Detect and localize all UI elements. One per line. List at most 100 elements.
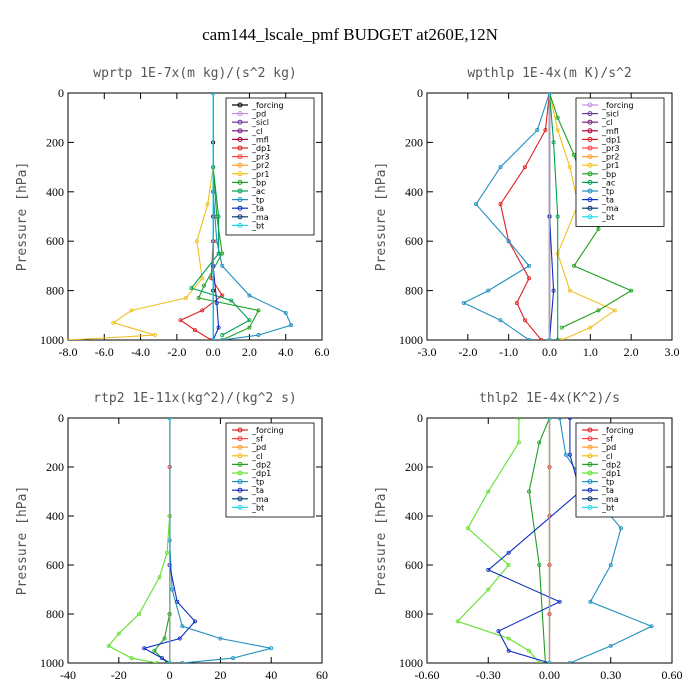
legend-marker	[237, 461, 243, 467]
legend-entry: _ma	[251, 213, 269, 222]
legend-marker	[587, 205, 593, 211]
legend-marker	[587, 102, 593, 108]
data-point	[192, 619, 197, 624]
y-tick-label: 400	[46, 509, 64, 523]
legend-marker	[587, 136, 593, 142]
legend-entry: _cl	[601, 452, 613, 461]
data-point	[189, 286, 194, 291]
legend-entry: _sf	[601, 435, 613, 444]
data-point	[465, 526, 470, 531]
data-point	[129, 656, 134, 661]
legend-marker	[587, 444, 593, 450]
legend-marker	[237, 111, 243, 117]
data-point	[559, 325, 564, 330]
legend-marker	[237, 496, 243, 502]
data-point	[178, 318, 183, 323]
data-point	[216, 325, 221, 330]
legend-marker	[237, 470, 243, 476]
data-point	[211, 93, 216, 95]
data-point	[229, 298, 234, 303]
data-point	[486, 489, 491, 494]
legend-marker	[237, 119, 243, 125]
data-point	[527, 338, 532, 340]
series-line-tp	[559, 418, 653, 663]
legend-entry: _sicl	[251, 118, 269, 127]
legend-entry: _pr2	[251, 161, 269, 170]
y-axis-label: Pressure [hPa]	[374, 486, 389, 596]
y-tick-label: 1000	[40, 656, 64, 670]
data-point	[269, 646, 274, 651]
x-tick-label: 60	[316, 668, 328, 682]
data-point	[211, 338, 216, 340]
data-point	[106, 643, 111, 648]
legend-marker	[587, 504, 593, 510]
legend-entry: _pr3	[601, 144, 619, 153]
data-point	[539, 338, 544, 340]
data-point	[247, 318, 252, 323]
y-tick-label: 400	[405, 509, 423, 523]
legend-box	[575, 97, 665, 227]
legend-entry: _sicl	[601, 110, 619, 119]
data-point	[547, 661, 552, 663]
data-point	[588, 599, 593, 604]
y-tick-label: 0	[58, 411, 64, 425]
series-line-dp2	[153, 418, 171, 663]
series-line-bp	[548, 93, 633, 329]
data-point	[154, 661, 159, 663]
data-point	[180, 624, 185, 629]
legend-marker	[237, 487, 243, 493]
x-tick-label: -0.60	[415, 668, 440, 682]
legend-entry: _ac	[251, 187, 265, 196]
legend-marker	[587, 487, 593, 493]
data-point	[527, 648, 532, 653]
series-line-bp	[197, 93, 260, 340]
data-point	[180, 661, 185, 663]
series-line-dp1	[499, 93, 551, 340]
data-point	[567, 661, 572, 663]
series-line-ta	[487, 418, 581, 663]
legend-marker	[237, 222, 243, 228]
y-tick-label: 1000	[399, 333, 423, 347]
data-point	[506, 239, 511, 244]
data-point	[153, 333, 158, 338]
panel-4: thlp2 1E-4x(K^2)/s -0.60 -0.30 0.00 0.30 0.60…	[374, 391, 683, 682]
legend-entry: _pd	[601, 443, 616, 452]
data-point	[486, 587, 491, 592]
y-tick-label: 800	[405, 284, 423, 298]
legend-entry: _ma	[601, 204, 619, 213]
legend-entry: _tp	[251, 478, 264, 487]
data-point	[214, 300, 219, 305]
data-point	[555, 115, 560, 120]
legend-marker	[237, 102, 243, 108]
series-line-ac	[548, 93, 559, 340]
y-tick-label: 600	[405, 558, 423, 572]
data-point	[194, 239, 199, 244]
legend-entry: _ta	[251, 486, 264, 495]
x-tick-label: 0.0	[542, 345, 557, 359]
legend: _forcing_sf_pd_cl_dp2_dp1_tp_ta_ma_bt	[225, 422, 315, 518]
legend-marker	[237, 145, 243, 151]
legend-entry: _ta	[251, 204, 264, 213]
y-axis-label: Pressure [hPa]	[15, 162, 30, 272]
legend-entry: _cl	[251, 127, 263, 136]
data-point	[629, 288, 634, 293]
x-tick-label: 3.0	[665, 345, 680, 359]
legend-entry: _pr1	[601, 161, 619, 170]
legend-marker	[587, 119, 593, 125]
y-tick-label: 200	[46, 135, 64, 149]
data-point	[216, 251, 221, 256]
panel-title: wpthlp 1E-4x(m K)/s^2	[467, 66, 631, 81]
x-tick-label: 2.0	[242, 345, 257, 359]
data-point	[142, 646, 147, 651]
legend-marker	[237, 128, 243, 134]
legend-marker	[237, 154, 243, 160]
data-point	[567, 165, 572, 170]
x-tick-label: -2.0	[167, 345, 186, 359]
data-point	[167, 418, 172, 420]
legend-marker	[587, 496, 593, 502]
series-line-tp	[462, 93, 551, 340]
legend: _forcing_pd_sicl_cl_mfl_dp1_pr3_pr2_pr1_…	[225, 97, 315, 236]
y-tick-label: 200	[46, 460, 64, 474]
legend-marker	[237, 453, 243, 459]
legend-marker	[237, 205, 243, 211]
